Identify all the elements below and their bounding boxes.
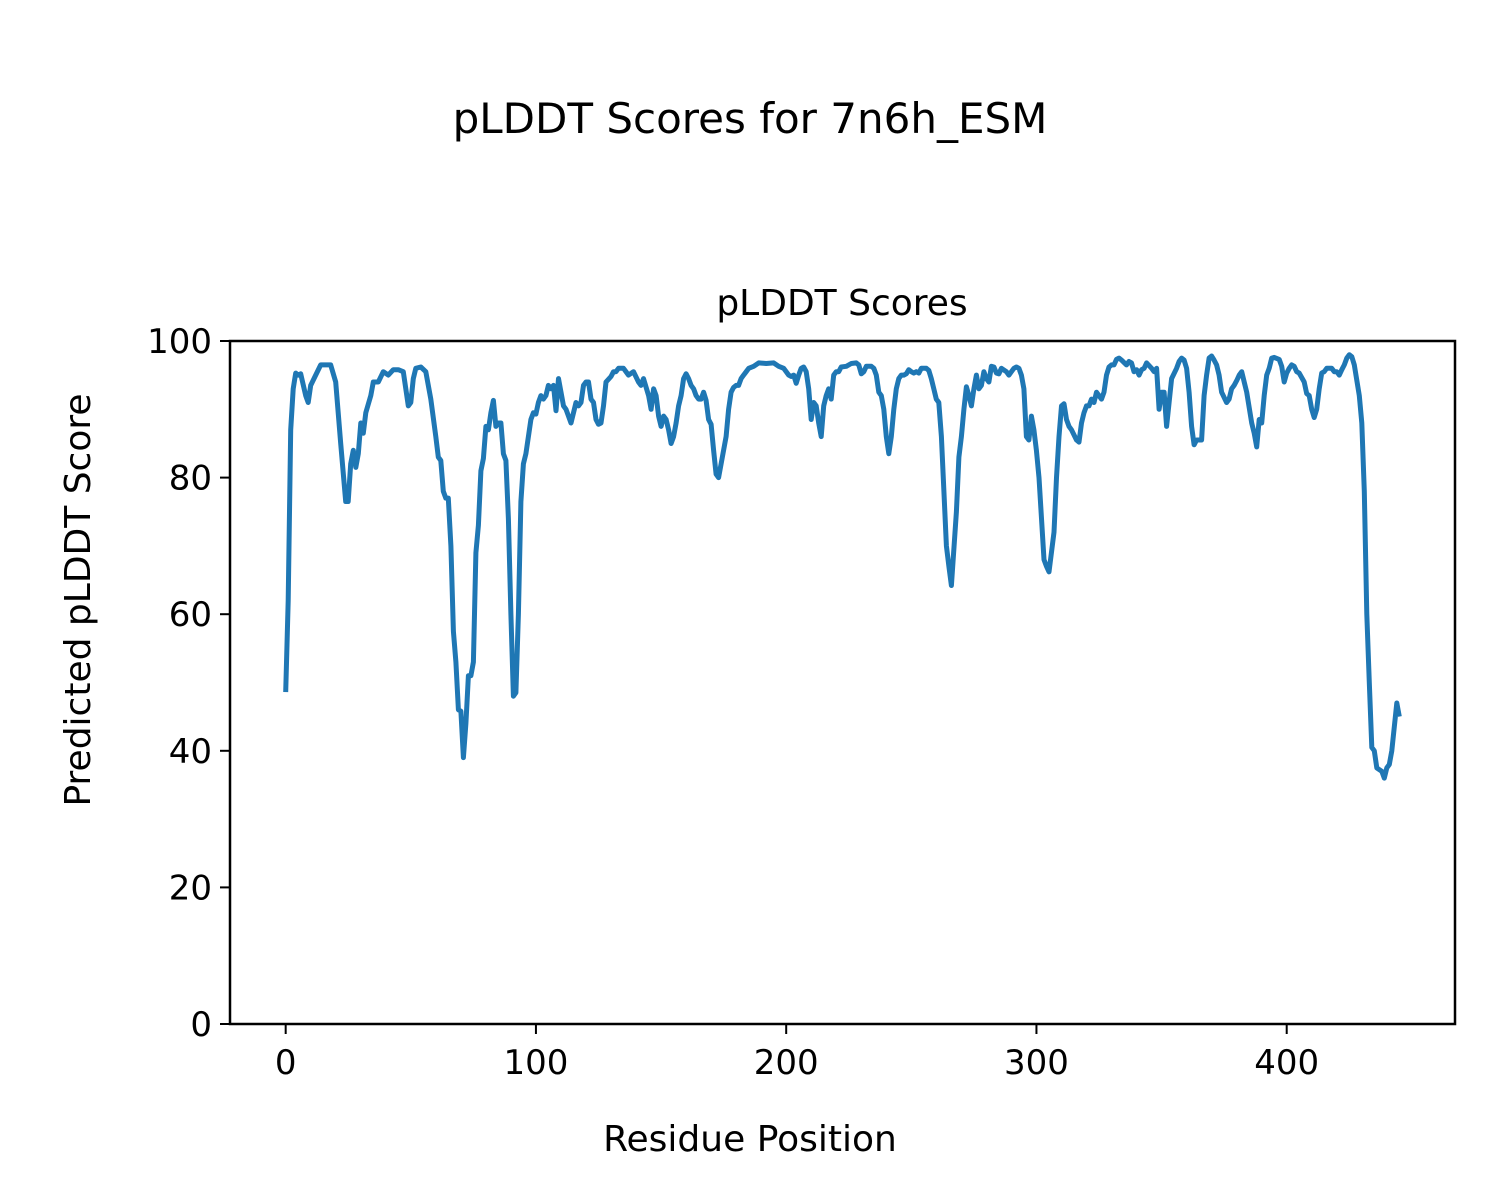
y-tick-label: 80 <box>169 459 212 499</box>
x-tick-label: 100 <box>503 1043 568 1083</box>
y-tick-label: 40 <box>169 732 212 772</box>
y-tick-label: 100 <box>147 322 212 362</box>
plot-frame <box>228 339 1457 1026</box>
y-tick-label: 60 <box>169 595 212 635</box>
series-line-plddt <box>283 352 1402 781</box>
y-axis-label: Predicted pLDDT Score <box>58 393 99 806</box>
axes-title: pLDDT Scores <box>716 283 967 324</box>
figure-title: pLDDT Scores for 7n6h_ESM <box>453 94 1048 143</box>
x-axis-label: Residue Position <box>603 1119 897 1160</box>
x-tick-label: 300 <box>1004 1043 1069 1083</box>
y-tick-label: 0 <box>190 1005 212 1045</box>
x-tick-label: 200 <box>754 1043 819 1083</box>
x-tick-label: 400 <box>1254 1043 1319 1083</box>
y-tick-label: 20 <box>169 868 212 908</box>
x-tick-label: 0 <box>275 1043 297 1083</box>
